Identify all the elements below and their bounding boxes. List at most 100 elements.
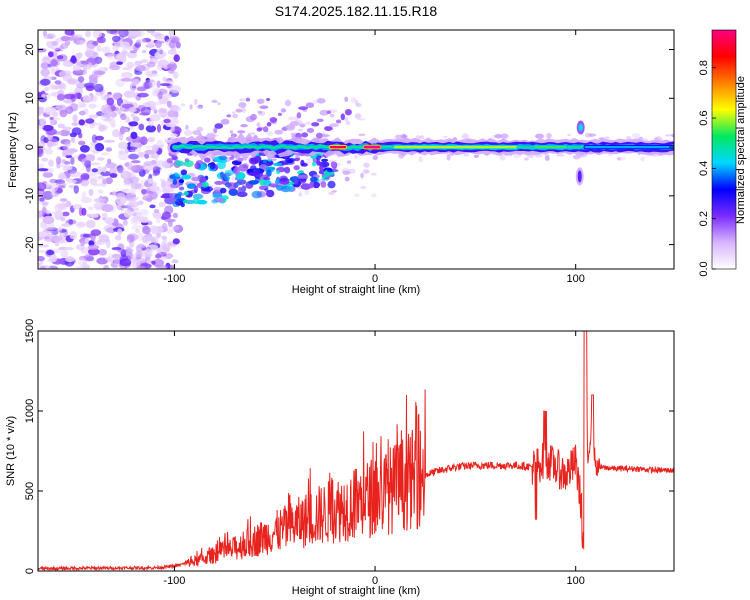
colorbar-gradient [712,30,736,269]
speckle-blob [241,107,246,113]
noise-blob [122,219,128,226]
speckle-blob [588,133,596,137]
noise-blob [59,146,68,151]
noise-blob [120,113,127,121]
speckle-blob [231,175,235,181]
noise-blob [47,141,54,148]
speckle-blob [499,155,506,161]
noise-blob [133,78,140,85]
y-tick-label: 0 [24,568,36,574]
speckle-blob [355,103,362,107]
noise-blob [132,216,139,223]
noise-blob [56,55,64,60]
noise-blob [78,140,86,146]
speckle-blob [189,104,193,110]
cluster-blob [259,178,266,186]
noise-blob [117,108,122,115]
cluster-blob [227,182,237,191]
noise-blob [141,188,147,195]
noise-blob [48,159,54,167]
cluster-blob [233,167,241,175]
snr-panel: -100 0 100 0 500 1000 1500 Height of straight… [5,319,675,597]
noise-blob [62,144,70,151]
noise-blob [131,160,141,164]
noise-blob [151,260,156,265]
noise-blob [126,61,135,68]
noise-blob [171,37,179,44]
noise-blob [59,45,64,52]
noise-blob [151,144,159,153]
colorbar-tick-label: 0.4 [698,161,710,176]
noise-blob [101,212,108,218]
noise-blob [160,83,171,87]
noise-blob [154,160,167,168]
streak-blob [226,114,232,118]
x-tick-label: 100 [567,575,585,587]
noise-blob [39,118,46,126]
colorbar-tick-label: 0.0 [698,261,710,276]
noise-blob [150,159,157,165]
cluster-blob [286,185,295,192]
noise-blob [64,140,71,147]
noise-blob [142,81,153,89]
noise-blob [171,156,179,161]
noise-blob [88,74,99,81]
noise-blob [59,129,71,137]
noise-blob [93,70,106,76]
cluster-blob [183,160,194,168]
noise-blob [81,191,87,199]
cluster-blob [262,159,267,164]
speckle-blob [626,136,632,141]
noise-blob [145,79,155,83]
speckle-blob [344,96,349,103]
noise-blob [43,87,50,91]
noise-blob [49,254,58,263]
noise-blob [144,248,153,258]
colorbar-ticks: 0.0 0.2 0.4 0.6 0.8 [698,60,716,277]
noise-blob [47,33,56,40]
streak-blob [296,112,302,119]
noise-blob [154,33,165,40]
noise-blob [46,249,55,256]
noise-blob [147,136,156,143]
noise-blob [91,134,98,143]
noise-blob [61,223,72,227]
noise-blob [90,122,102,126]
noise-blob [84,237,90,244]
streak-blob [315,132,323,139]
speckle-blob [446,154,451,161]
noise-blob [128,121,139,127]
streak-blob [340,113,345,121]
speckle-blob [193,98,198,105]
spectrogram-y-label: Frequency (Hz) [7,112,19,188]
streak-blob [213,127,218,134]
y-tick-label: 0 [24,144,36,150]
noise-blob [129,239,135,248]
snr-y-ticks: 0 500 1000 1500 [24,319,674,574]
noise-blob [136,232,144,241]
noise-blob [41,94,46,98]
noise-blob [137,200,144,206]
noise-blob [58,83,65,89]
noise-blob [64,161,71,165]
cluster-blob [238,164,249,172]
noise-blob [92,30,102,39]
noise-blob [113,257,120,267]
noise-blob [55,156,62,165]
cluster-blob [174,193,182,201]
speckle-blob [360,172,364,179]
noise-blob [38,255,45,262]
noise-blob [49,116,54,120]
cluster-blob [181,174,192,180]
noise-blob [75,53,83,59]
streak-blob [294,157,301,162]
speckle-blob [266,131,274,136]
noise-blob [82,174,90,180]
noise-blob [59,232,65,238]
cluster-blob [241,185,247,193]
cluster-blob [321,158,329,162]
speckle-blob [305,158,312,161]
cluster-blob [312,181,321,189]
streak-blob [301,132,309,138]
noise-blob [102,178,108,185]
